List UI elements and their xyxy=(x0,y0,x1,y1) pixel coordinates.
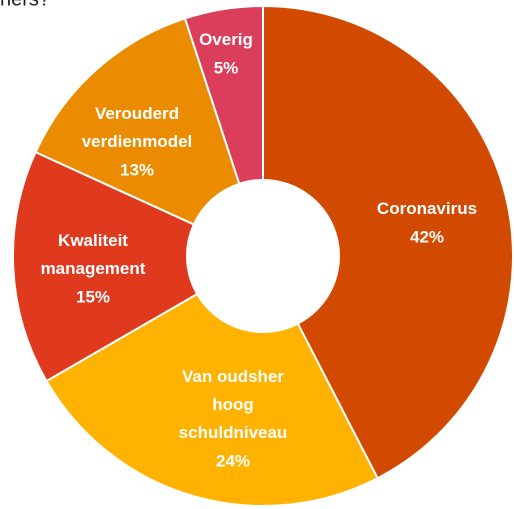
slice-value-label: 15% xyxy=(76,287,110,306)
chart-title: ners? xyxy=(0,0,50,10)
donut-slice xyxy=(12,150,199,383)
slice-label: Coronavirus xyxy=(377,199,477,218)
slice-value-label: 13% xyxy=(120,160,154,179)
slice-label: Verouderd verdienmodel xyxy=(82,104,193,151)
slice-label: Kwaliteit management xyxy=(41,231,146,278)
donut-slice xyxy=(183,4,264,186)
slice-value-label: 24% xyxy=(216,451,250,470)
slice-label: Overig xyxy=(199,30,253,49)
slice-label: Van oudsher hoog schuldniveau xyxy=(179,367,288,442)
slice-value-label: 42% xyxy=(410,227,444,246)
donut-slice xyxy=(262,4,514,480)
donut-slice xyxy=(45,292,379,507)
donut-slice xyxy=(34,17,241,226)
slice-value-label: 5% xyxy=(214,58,239,77)
